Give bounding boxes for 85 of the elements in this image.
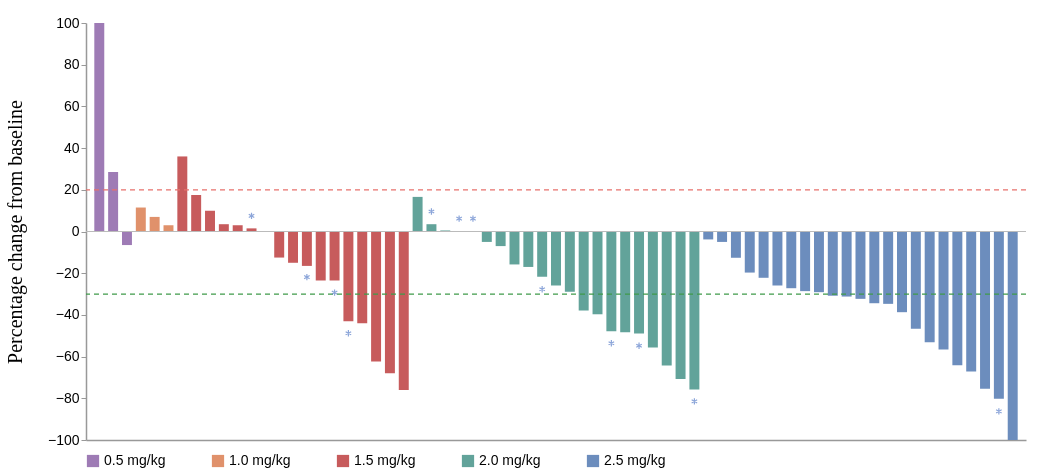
bar [827,231,838,296]
point [469,214,477,223]
point [691,397,698,406]
bar [869,231,880,304]
bar [952,231,963,366]
point [345,329,352,338]
legend-label: 1.5 mg/kg [354,452,416,468]
bar [357,231,368,324]
bar [744,231,755,273]
bar [993,231,1004,399]
y-tick-label: −20 [55,264,80,281]
y-tick-label: −80 [55,389,80,406]
bar [564,231,575,292]
bar [841,231,852,297]
point [331,288,338,297]
point [428,207,435,216]
bar [592,231,603,315]
bar [537,231,548,277]
bar [412,196,423,232]
bar [274,231,285,258]
y-tick-label: −100 [47,431,80,448]
y-axis-title: Percentage change from baseline [3,100,27,364]
point [538,285,546,294]
bar [371,231,382,362]
y-tick-label: 0 [71,223,80,239]
bar [384,231,395,374]
bar [315,231,326,281]
bar [205,210,215,232]
bar [149,216,160,232]
bar [329,231,340,281]
bar [343,231,354,322]
y-tick-label: 60 [63,97,80,114]
point [995,407,1003,416]
bar [800,231,811,292]
bar [398,231,409,390]
legend-label: 0.5 mg/kg [104,452,166,468]
bar [855,231,866,299]
bar [108,172,119,232]
bar [523,231,534,267]
bar [578,231,589,311]
bar [883,231,894,304]
bar [1007,231,1018,440]
legend-label: 2.0 mg/kg [479,452,541,468]
bar [924,231,935,343]
bar [509,231,520,265]
bar [495,231,506,247]
bar [94,23,105,232]
y-tick-label: 20 [63,181,80,198]
bar [647,231,658,348]
y-tick-label: −40 [55,306,80,323]
bar [675,231,686,380]
bar [121,231,132,246]
bar [191,195,202,232]
bar [288,231,299,263]
point [455,214,463,223]
point [635,342,643,350]
bar [620,231,631,333]
legend-label: 1.0 mg/kg [229,452,291,468]
bar [966,231,977,372]
bar [177,156,188,232]
bar [758,231,769,278]
bar [717,231,728,242]
point [608,339,615,348]
bar [813,231,824,293]
bar [634,231,645,334]
y-tick-label: 40 [63,139,80,156]
bar [980,231,991,389]
bar [897,231,907,313]
y-tick-label: 100 [56,14,80,31]
bar [772,231,783,286]
bar [551,231,561,286]
bar [301,231,312,266]
bar [689,231,700,390]
point [248,212,255,220]
y-tick-label: 80 [63,56,80,73]
point [303,273,311,281]
bar [786,231,797,289]
bar [730,231,741,258]
bar [481,231,492,242]
bar [661,231,672,366]
bar [910,231,921,329]
y-tick-label: −60 [55,348,80,365]
legend-label: 2.5 mg/kg [604,452,666,468]
bar [135,207,146,232]
bar [606,231,617,332]
